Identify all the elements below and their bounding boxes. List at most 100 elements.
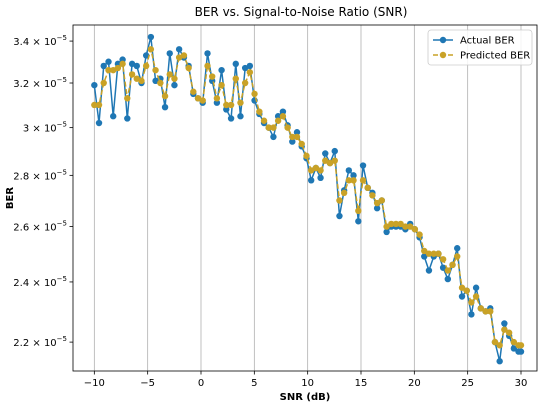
actual-ber-point	[227, 115, 235, 122]
predicted-ber-point	[161, 92, 169, 100]
actual-ber-point	[289, 138, 296, 145]
y-tick-mantissa: 3	[23, 124, 29, 135]
actual-ber-point	[110, 113, 117, 120]
actual-ber-legend-marker	[439, 36, 447, 44]
actual-ber-point	[124, 115, 131, 122]
y-tick-mantissa: 2.4	[13, 278, 29, 289]
predicted-ber-point	[223, 101, 230, 109]
x-tick-label: 0	[198, 378, 204, 389]
actual-ber-point	[444, 275, 452, 283]
predicted-ber-point	[265, 124, 272, 131]
predicted-ber-point	[114, 64, 122, 72]
x-tick-label: −5	[140, 378, 155, 389]
predicted-ber-point	[373, 199, 381, 207]
y-tick-label: 3.4 × 10−5	[13, 34, 67, 48]
actual-ber-point	[355, 218, 362, 225]
predicted-ber-point	[270, 124, 277, 131]
predicted-ber-point	[119, 60, 126, 68]
actual-ber-point	[246, 62, 254, 70]
actual-ber-legend-label: Actual BER	[460, 36, 515, 47]
predicted-ber-point	[331, 157, 338, 164]
legend: Actual BER Predicted BER	[427, 29, 533, 66]
predicted-ber-point	[147, 46, 155, 53]
actual-ber-point	[223, 106, 230, 113]
predicted-ber-point	[505, 329, 513, 336]
actual-ber-point	[517, 348, 525, 355]
predicted-ber-point	[392, 220, 400, 228]
predicted-ber-point	[435, 250, 442, 257]
predicted-ber-point	[142, 62, 150, 70]
x-tick-label: 10	[301, 378, 314, 389]
actual-ber-point	[279, 108, 287, 115]
predicted-ber-point	[510, 338, 518, 346]
actual-ber-point	[307, 177, 315, 184]
predicted-ber-point	[251, 90, 258, 98]
actual-ber-point	[359, 162, 367, 169]
y-tick-mantissa: 2.8	[13, 171, 29, 182]
predicted-ber-point	[317, 167, 324, 174]
predicted-ber-point	[472, 293, 480, 300]
x-axis-label: SNR (dB)	[280, 392, 331, 403]
actual-ber-point	[95, 119, 103, 127]
actual-ber-point	[161, 103, 169, 111]
actual-ber-point	[350, 172, 357, 179]
actual-ber-point	[218, 66, 225, 74]
predicted-ber-point	[298, 140, 305, 148]
predicted-ber-point	[152, 66, 159, 74]
predicted-ber-point	[406, 223, 414, 230]
predicted-ber-point	[487, 308, 494, 315]
predicted-ber-point	[439, 256, 447, 263]
actual-ber-point	[472, 284, 480, 291]
predicted-ber-point	[166, 71, 173, 78]
x-tick-label: 15	[355, 378, 368, 389]
predicted-ber-point	[274, 117, 282, 124]
y-axis-label: BER	[5, 187, 16, 209]
predicted-ber-point	[397, 220, 404, 228]
series-layer	[91, 33, 525, 365]
predicted-ber-point	[454, 253, 461, 260]
predicted-ber-point	[336, 197, 343, 204]
predicted-ber-point	[256, 108, 263, 115]
predicted-ber-point	[175, 54, 183, 61]
predicted-ber-point	[180, 52, 188, 59]
predicted-ber-point	[430, 250, 437, 257]
actual-ber-point	[322, 150, 329, 157]
predicted-ber-point	[289, 133, 296, 141]
actual-ber-point	[373, 205, 381, 212]
actual-ber-point	[496, 358, 503, 365]
y-tick-label: 2.6 × 10−5	[13, 220, 67, 234]
y-tick-exponent: −5	[57, 168, 67, 176]
predicted-ber-point	[105, 66, 112, 74]
y-tick-mantissa: 2.2	[13, 338, 29, 349]
plot-area	[73, 25, 537, 371]
actual-ber-point	[232, 60, 239, 68]
predicted-ber-point	[284, 124, 291, 131]
predicted-ber-point	[359, 177, 367, 184]
actual-ber-point	[454, 245, 461, 252]
predicted-ber-point	[388, 220, 395, 228]
predicted-ber-point	[355, 207, 362, 215]
actual-ber-point	[336, 212, 343, 220]
predicted-ber-point	[383, 223, 390, 230]
predicted-ber-point	[124, 95, 131, 102]
predicted-ber-point	[378, 197, 385, 204]
predicted-ber-point	[95, 101, 103, 109]
predicted-ber-series	[91, 46, 525, 349]
actual-ber-point	[501, 320, 508, 327]
predicted-ber-point	[449, 261, 456, 269]
predicted-ber-point	[477, 305, 484, 312]
predicted-ber-point	[416, 231, 423, 238]
predicted-ber-point	[501, 326, 508, 333]
predicted-ber-point	[307, 167, 315, 174]
predicted-ber-point	[232, 75, 239, 82]
y-tick-exponent: −5	[57, 335, 67, 343]
y-tick-label: 2.2 × 10−5	[13, 335, 67, 349]
actual-ber-point	[91, 81, 98, 89]
y-tick-label: 3 × 10−5	[23, 121, 67, 135]
actual-ber-point	[425, 267, 433, 274]
y-tick-mantissa: 3.4	[13, 37, 29, 48]
actual-ber-point	[213, 99, 221, 106]
actual-ber-point	[510, 345, 518, 352]
y-tick-label: 3.2 × 10−5	[13, 76, 67, 90]
predicted-ber-point	[260, 117, 268, 124]
